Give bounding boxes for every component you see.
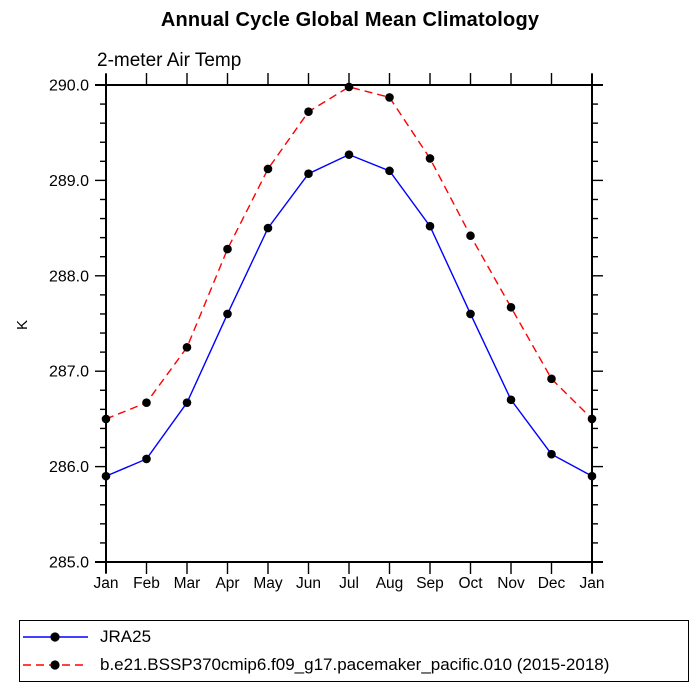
y-tick-label: 286.0 bbox=[49, 459, 89, 476]
data-point-marker bbox=[263, 223, 273, 233]
data-point-marker bbox=[142, 398, 151, 407]
legend-item-model: b.e21.BSSP370cmip6.f09_g17.pacemaker_pac… bbox=[22, 652, 688, 678]
data-point-marker bbox=[506, 395, 516, 405]
data-point-marker bbox=[547, 374, 556, 384]
x-tick-label: Nov bbox=[497, 575, 525, 592]
legend-sample-dashed-line bbox=[23, 660, 88, 670]
y-tick-label: 287.0 bbox=[49, 364, 89, 381]
data-point-marker bbox=[506, 302, 516, 312]
x-tick-label: Jan bbox=[94, 575, 119, 592]
data-point-marker bbox=[101, 414, 111, 424]
x-tick-label: Aug bbox=[376, 575, 404, 592]
legend-item-jra25: JRA25 bbox=[22, 624, 688, 650]
x-tick-label: Mar bbox=[174, 575, 201, 592]
data-point-marker bbox=[223, 309, 232, 319]
x-tick-label: Sep bbox=[416, 575, 444, 592]
data-point-marker bbox=[425, 221, 435, 231]
data-point-marker bbox=[304, 107, 313, 117]
x-tick-label: Dec bbox=[538, 575, 566, 592]
y-tick-label: 289.0 bbox=[49, 173, 89, 190]
x-tick-label: Feb bbox=[133, 575, 160, 592]
chart-title: Annual Cycle Global Mean Climatology bbox=[160, 9, 540, 31]
data-point-marker bbox=[263, 164, 273, 174]
x-tick-label: Jul bbox=[339, 575, 359, 592]
data-point-marker bbox=[344, 82, 354, 92]
data-point-marker bbox=[182, 398, 192, 407]
legend-box: JRA25 b.e21.BSSP370cmip6.f09_g17.pacemak… bbox=[19, 620, 689, 682]
data-point-marker bbox=[466, 231, 475, 241]
data-point-marker bbox=[223, 244, 232, 254]
legend-marker-dot bbox=[50, 660, 60, 670]
data-point-marker bbox=[587, 414, 597, 424]
series-line-0 bbox=[105, 153, 593, 477]
data-point-marker bbox=[142, 454, 151, 464]
y-tick-label: 285.0 bbox=[49, 555, 89, 572]
data-point-marker bbox=[425, 154, 435, 163]
chart-subtitle: 2-meter Air Temp bbox=[97, 50, 242, 71]
data-point-marker bbox=[547, 449, 556, 459]
x-tick-label: May bbox=[253, 575, 283, 592]
plot-canvas: Jan Feb Mar Apr May Jun Jul Aug Sep Oct Nov Dec Jan 2… bbox=[49, 73, 605, 592]
data-point-marker bbox=[344, 150, 354, 159]
legend-label-jra25: JRA25 bbox=[100, 626, 152, 646]
data-point-marker bbox=[182, 343, 192, 352]
y-tick-label: 290.0 bbox=[49, 78, 89, 95]
x-tick-label: Jan bbox=[580, 575, 605, 592]
data-point-marker bbox=[466, 309, 475, 319]
x-tick-label: Jun bbox=[296, 575, 321, 592]
legend-sample-solid-line bbox=[23, 632, 88, 642]
y-tick-label: 288.0 bbox=[49, 268, 89, 285]
legend-label-model: b.e21.BSSP370cmip6.f09_g17.pacemaker_pac… bbox=[100, 655, 610, 675]
data-point-marker bbox=[101, 471, 111, 481]
x-tick-label: Apr bbox=[215, 575, 239, 592]
x-tick-label: Oct bbox=[458, 575, 483, 592]
legend-marker-dot bbox=[50, 632, 60, 642]
data-point-marker bbox=[587, 471, 597, 481]
data-point-marker bbox=[304, 169, 313, 179]
data-point-marker bbox=[385, 93, 394, 102]
series-line-1 bbox=[105, 86, 593, 420]
data-point-marker bbox=[385, 166, 394, 176]
